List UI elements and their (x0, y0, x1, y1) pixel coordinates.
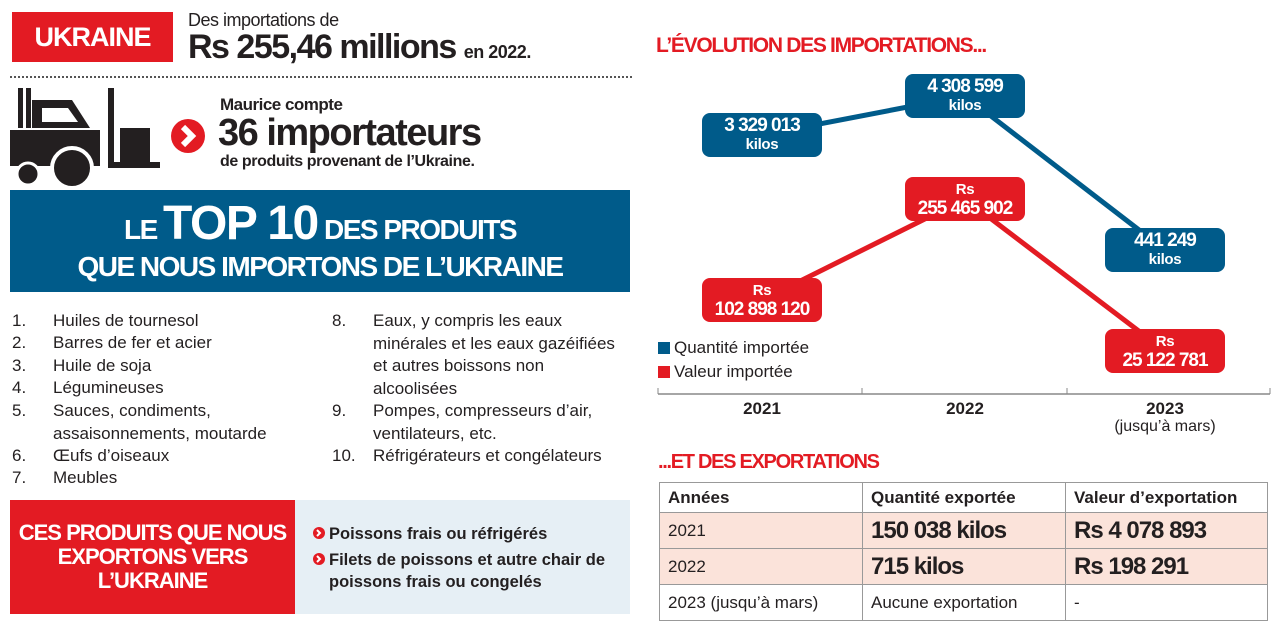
item-number: 1. (12, 311, 27, 330)
cell: 2021 (659, 512, 863, 549)
unit: Rs (752, 282, 772, 299)
banner-top: TOP 10 (163, 197, 319, 250)
legend-label: Quantité importée (674, 338, 810, 357)
legend-quantity: Quantité importée (658, 338, 809, 358)
value: 441 249 (1134, 230, 1197, 251)
series-line-segment (963, 197, 1167, 353)
item-text: Œufs d’oiseaux (53, 446, 170, 465)
data-label: Rs 255 465 902 (905, 177, 1025, 221)
exports-table: Années Quantité exportée Valeur d’exportat… (659, 482, 1268, 621)
x-tick-label: 2022 (895, 399, 1035, 419)
legend-swatch (658, 366, 670, 378)
exports-table-title: ...ET DES EXPORTATIONS (658, 451, 880, 473)
cell: Aucune exportation (862, 584, 1066, 621)
unit: Rs (955, 181, 975, 198)
item-text: Eaux, y compris les eaux minérales et le… (373, 311, 615, 398)
year: 2023 (1146, 399, 1184, 418)
x-tick-label: 2021 (692, 399, 832, 419)
exports-title: CES PRODUITS QUE NOUS EXPORTONS VERS L’U… (10, 500, 295, 614)
importers-desc: de produits provenant de l’Ukraine. (220, 153, 475, 170)
item-text: Meubles (53, 468, 118, 487)
export-item: Poissons frais ou réfrigérés (313, 523, 630, 545)
year: 2022 (946, 399, 984, 418)
item-number: 3. (12, 356, 27, 375)
item-number: 2. (12, 333, 27, 352)
banner-le: LE (123, 214, 158, 245)
top10-banner: LE TOP 10 DES PRODUITS QUE NOUS IMPORTON… (10, 190, 630, 292)
item-number: 5. (12, 401, 27, 420)
unit: kilos (1148, 251, 1182, 268)
item-number: 4. (12, 378, 27, 397)
data-label: 3 329 013 kilos (702, 113, 822, 157)
ukraine-badge: UKRAINE (12, 12, 173, 62)
data-label: 441 249 kilos (1105, 228, 1225, 272)
unit: kilos (745, 136, 779, 153)
export-item-text: Filets de poissons et autre chair de poi… (329, 551, 605, 591)
data-label: Rs 25 122 781 (1105, 329, 1225, 373)
chart-title: L’ÉVOLUTION DES IMPORTATIONS... (656, 34, 987, 57)
table-row: 2021 150 038 kilos Rs 4 078 893 (659, 512, 1268, 549)
legend-value: Valeur importée (658, 362, 793, 382)
year: 2021 (743, 399, 781, 418)
table-row: 2022 715 kilos Rs 198 291 (659, 548, 1268, 585)
item-number: 6. (12, 446, 27, 465)
value: 102 898 120 (714, 299, 811, 320)
banner-line2: QUE NOUS IMPORTONS DE L’UKRAINE (77, 251, 564, 282)
export-item: Filets de poissons et autre chair de poi… (313, 549, 630, 593)
item-number: 8. (332, 311, 347, 330)
item-text: Légumineuses (53, 378, 164, 397)
cell: 715 kilos (862, 548, 1066, 585)
imports-amount: Rs 255,46 millions en 2022. (188, 28, 531, 67)
item-number: 7. (12, 468, 27, 487)
value: 4 308 599 (927, 76, 1004, 97)
data-label: Rs 102 898 120 (702, 278, 822, 322)
cell: - (1065, 584, 1268, 621)
data-label: 4 308 599 kilos (905, 74, 1025, 118)
importers-intro: Maurice compte (220, 95, 343, 114)
table-row: 2023 (jusqu’à mars) Aucune exportation - (659, 584, 1268, 621)
importers-count: 36 importateurs (218, 112, 482, 154)
exports-list: Poissons frais ou réfrigérés Filets de p… (295, 500, 630, 614)
item-text: Huile de soja (53, 356, 152, 375)
banner-rest: DES PRODUITS (323, 214, 518, 245)
chevron-right-icon (171, 119, 205, 153)
table-header: Années Quantité exportée Valeur d’exportat… (659, 482, 1268, 513)
value: 3 329 013 (724, 115, 801, 136)
item-text: Huiles de tournesol (53, 311, 199, 330)
value: 255 465 902 (917, 198, 1014, 219)
cell: 2023 (jusqu’à mars) (659, 584, 863, 621)
legend-swatch (658, 342, 670, 354)
unit: kilos (948, 97, 982, 114)
item-text: Réfrigérateurs et congélateurs (373, 446, 602, 465)
value: 25 122 781 (1122, 350, 1208, 371)
chevron-icon (313, 527, 325, 539)
dotted-divider (10, 76, 632, 78)
item-number: 10. (332, 446, 356, 465)
item-text: Pompes, compresseurs d’air, ventilateurs… (373, 401, 593, 443)
x-tick-label: 2023 (jusqu’à mars) (1095, 399, 1235, 435)
header-cell: Valeur d’exportation (1065, 482, 1268, 513)
forklift-icon (10, 88, 160, 186)
cell: 150 038 kilos (862, 512, 1066, 549)
unit: Rs (1155, 333, 1175, 350)
header-cell: Années (659, 482, 863, 513)
cell: Rs 4 078 893 (1065, 512, 1268, 549)
amount: Rs 255,46 millions (188, 28, 457, 66)
imports-intro: Des importations de (188, 10, 339, 30)
item-number: 9. (332, 401, 347, 420)
item-text: Sauces, condiments, assaisonnements, mou… (53, 401, 267, 443)
item-text: Barres de fer et acier (53, 333, 212, 352)
chevron-icon (313, 553, 325, 565)
legend-label: Valeur importée (674, 362, 793, 381)
cell: 2022 (659, 548, 863, 585)
cell: Rs 198 291 (1065, 548, 1268, 585)
amount-suffix: en 2022. (463, 42, 532, 62)
header-cell: Quantité exportée (862, 482, 1066, 513)
series-line-segment (963, 94, 1167, 252)
export-item-text: Poissons frais ou réfrigérés (329, 525, 548, 543)
year-note: (jusqu’à mars) (1114, 418, 1216, 435)
